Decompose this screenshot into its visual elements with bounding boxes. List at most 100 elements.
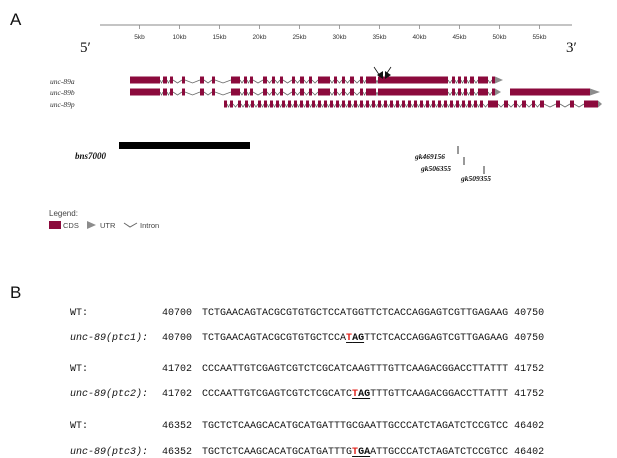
ruler-tick-label: 40kb xyxy=(412,34,426,41)
utr xyxy=(598,100,602,108)
cds-exon xyxy=(432,100,435,108)
intron xyxy=(507,103,515,108)
intron xyxy=(294,91,301,96)
legend-cds-swatch xyxy=(49,221,61,229)
cds-exon xyxy=(522,100,526,108)
sequence-row-wt-2: WT: 41702 CCCAATTGTCGAGTCGTCTCGCATCAAGTTTG… xyxy=(58,353,544,375)
cds-exon xyxy=(264,100,267,108)
intron xyxy=(466,91,471,96)
cds-exon xyxy=(468,100,471,108)
cds-exon xyxy=(570,100,574,108)
mutated-base: T xyxy=(346,333,353,344)
intron xyxy=(350,103,355,108)
cds-exon xyxy=(532,100,535,108)
intron xyxy=(274,79,281,84)
sequence-text-pre: CCCAATTGTCGAGTCGTCTCGCATC xyxy=(202,389,353,400)
sequence-text-post: ATTGCCCATCTAGATCTCCGTCC xyxy=(370,447,509,458)
ruler-tick-label: 25kb xyxy=(292,34,306,41)
intron xyxy=(184,79,201,84)
legend-utr-swatch xyxy=(87,221,96,229)
intron xyxy=(320,103,325,108)
cds-exon xyxy=(414,100,417,108)
intron xyxy=(302,103,307,108)
legend-intron-swatch xyxy=(123,222,138,228)
cds-exon xyxy=(492,76,495,84)
intron xyxy=(404,103,409,108)
cds-exon xyxy=(300,76,304,84)
intron xyxy=(344,103,349,108)
cds-exon xyxy=(130,76,160,84)
intron xyxy=(266,103,271,108)
intron xyxy=(203,91,213,96)
sequence-row-ptc2: unc-89(ptc2): 41702 CCCAATTGTCGAGTCGTCTCGC… xyxy=(58,378,544,400)
cds-exon xyxy=(163,76,167,84)
cds-exon xyxy=(462,100,465,108)
gene-map: 5kb 10kb 15kb 20kb 25kb 30kb 35kb 40kb 45kb 50kb 5… xyxy=(49,24,602,230)
utr xyxy=(495,88,501,96)
cds-exon xyxy=(514,100,517,108)
cds-exon xyxy=(182,88,185,96)
intron xyxy=(398,103,403,108)
cds-exon xyxy=(312,100,315,108)
cds-exon xyxy=(318,76,330,84)
intron xyxy=(392,103,397,108)
intron xyxy=(410,103,415,108)
intron xyxy=(203,79,213,84)
intron xyxy=(329,79,335,84)
cds-exon xyxy=(163,88,167,96)
utr xyxy=(590,88,600,96)
intron xyxy=(260,103,265,108)
sequence-label: unc-89(ptc1): xyxy=(70,333,149,344)
cds-exon xyxy=(292,88,295,96)
intron xyxy=(458,103,463,108)
ruler-tick-label: 5kb xyxy=(134,34,145,41)
intron xyxy=(362,91,367,96)
deletion-bar xyxy=(119,142,250,149)
cds-exon xyxy=(336,100,339,108)
cds-exon xyxy=(309,76,312,84)
ruler-tick-label: 45kb xyxy=(452,34,466,41)
intron xyxy=(232,103,239,108)
ruler-tick-label: 30kb xyxy=(332,34,346,41)
intron xyxy=(573,103,585,108)
sequence-text-pre: TGCTCTCAAGCACATGCATGATTTG xyxy=(202,447,353,458)
intron xyxy=(303,79,310,84)
sequence-start: 41702 xyxy=(162,364,193,375)
intron xyxy=(252,79,264,84)
cds-exon xyxy=(270,100,273,108)
intron xyxy=(172,79,183,84)
stop-codon: TGA xyxy=(352,447,370,458)
legend-utr-label: UTR xyxy=(100,221,116,230)
cds-exon xyxy=(244,88,247,96)
intron xyxy=(473,79,479,84)
intron xyxy=(314,103,319,108)
cds-exon xyxy=(464,88,467,96)
cds-exon xyxy=(244,76,247,84)
legend-title: Legend: xyxy=(49,209,78,218)
intron xyxy=(375,91,379,97)
cds-exon xyxy=(276,100,279,108)
intron xyxy=(344,91,351,96)
intron xyxy=(543,103,557,108)
mutation-arrows xyxy=(373,66,392,79)
intron xyxy=(282,91,293,96)
cds-exon xyxy=(444,100,447,108)
cds-exon xyxy=(250,88,253,96)
cds-exon xyxy=(263,76,267,84)
cds-exon xyxy=(378,88,448,96)
intron xyxy=(326,103,331,108)
intron xyxy=(380,103,385,108)
intron xyxy=(184,91,201,96)
intron xyxy=(166,79,171,84)
cds-exon xyxy=(464,76,467,84)
cds-exon xyxy=(231,76,240,84)
cds-exon xyxy=(230,100,233,108)
intron xyxy=(466,79,471,84)
sequence-text: TGCTCTCAAGCACATGCATGATTTGCGAATTGCCCATCTA… xyxy=(202,421,509,432)
intron xyxy=(460,91,465,96)
cds-exon xyxy=(309,88,312,96)
stop-codon: TAG xyxy=(352,389,370,400)
cds-exon xyxy=(170,76,173,84)
intron xyxy=(214,79,232,84)
cds-exon xyxy=(540,100,544,108)
